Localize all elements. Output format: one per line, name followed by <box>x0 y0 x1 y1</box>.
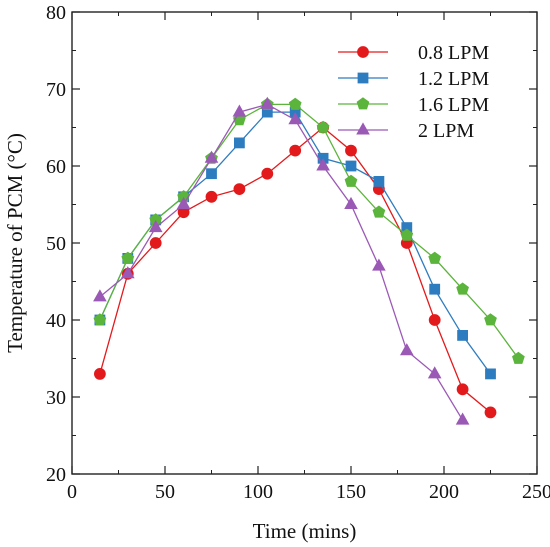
x-tick-label: 150 <box>336 481 366 503</box>
data-point <box>428 251 442 264</box>
data-point <box>345 160 357 172</box>
x-axis-title: Time (mins) <box>253 519 357 543</box>
legend-marker <box>356 97 370 110</box>
legend-label: 1.6 LPM <box>418 94 489 116</box>
data-point <box>456 282 469 295</box>
series-layer <box>93 96 525 425</box>
ticks-layer: 0 50 100 150 200 250 20 30 40 50 60 70 80 <box>46 2 550 503</box>
data-point <box>485 368 496 380</box>
y-axis-title: Temperature of PCM (°C) <box>3 133 27 353</box>
legend-marker <box>357 46 369 58</box>
data-point <box>233 183 246 196</box>
data-point <box>427 366 442 379</box>
legend-entry: 1.2 LPM <box>338 68 489 90</box>
y-tick-label: 30 <box>46 387 66 409</box>
x-tick-label: 250 <box>522 481 550 503</box>
legend-label: 0.8 LPM <box>418 42 489 64</box>
data-point <box>261 167 274 180</box>
legend-label: 2 LPM <box>418 120 474 142</box>
legend-label: 1.2 LPM <box>418 68 489 90</box>
legend-marker <box>357 72 369 84</box>
x-tick-label: 200 <box>429 481 459 503</box>
legend-marker <box>356 122 370 135</box>
series-line <box>99 126 491 413</box>
data-point <box>121 251 135 264</box>
data-point <box>316 158 330 171</box>
legend: 0.8 LPM 1.2 LPM 1.6 LPM 2 LPM <box>338 42 489 142</box>
labels-layer: Time (mins) Temperature of PCM (°C) <box>3 133 356 543</box>
y-tick-label: 50 <box>46 233 66 255</box>
data-point <box>204 150 219 163</box>
data-point <box>455 412 470 425</box>
data-point <box>148 219 163 233</box>
data-point <box>484 406 497 419</box>
data-point <box>120 266 135 279</box>
data-point <box>176 196 191 209</box>
y-tick-label: 80 <box>46 2 66 24</box>
data-point <box>457 329 469 341</box>
legend-entry: 2 LPM <box>338 120 474 142</box>
data-point <box>289 144 302 157</box>
data-point <box>288 112 303 125</box>
series-3 <box>93 97 525 364</box>
data-point <box>316 120 330 133</box>
data-point <box>93 289 107 302</box>
y-tick-label: 20 <box>46 464 66 486</box>
data-point <box>205 190 218 203</box>
data-point <box>94 367 106 380</box>
data-point <box>372 258 386 271</box>
series-4 <box>93 96 470 425</box>
x-tick-label: 50 <box>155 481 175 503</box>
data-point <box>206 168 217 180</box>
data-point <box>233 137 245 149</box>
legend-entry: 1.6 LPM <box>338 94 489 116</box>
series-line <box>99 103 464 421</box>
y-tick-label: 70 <box>46 79 66 101</box>
legend-entry: 0.8 LPM <box>338 42 489 64</box>
data-point <box>93 313 107 326</box>
data-point <box>260 96 275 109</box>
data-point <box>345 144 357 157</box>
data-point <box>428 314 441 326</box>
y-tick-label: 60 <box>46 156 66 178</box>
data-point <box>456 383 469 396</box>
y-tick-label: 40 <box>46 310 66 332</box>
data-point <box>429 283 441 295</box>
data-point <box>288 97 302 110</box>
data-point <box>372 205 386 218</box>
data-point <box>232 104 247 117</box>
x-tick-label: 0 <box>67 481 77 503</box>
data-point <box>512 351 525 364</box>
data-point <box>373 175 385 187</box>
data-point <box>400 228 414 241</box>
data-point <box>344 174 358 187</box>
data-point <box>399 343 414 356</box>
data-point <box>149 237 162 249</box>
series-line <box>99 103 519 359</box>
data-point <box>344 196 358 209</box>
x-tick-label: 100 <box>243 481 273 503</box>
data-point <box>484 313 497 326</box>
